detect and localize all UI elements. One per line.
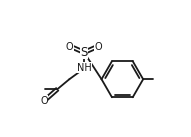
Text: NH: NH <box>77 63 91 73</box>
Text: S: S <box>80 46 88 59</box>
Text: O: O <box>66 42 73 52</box>
Text: O: O <box>95 42 102 52</box>
Text: O: O <box>40 96 48 106</box>
